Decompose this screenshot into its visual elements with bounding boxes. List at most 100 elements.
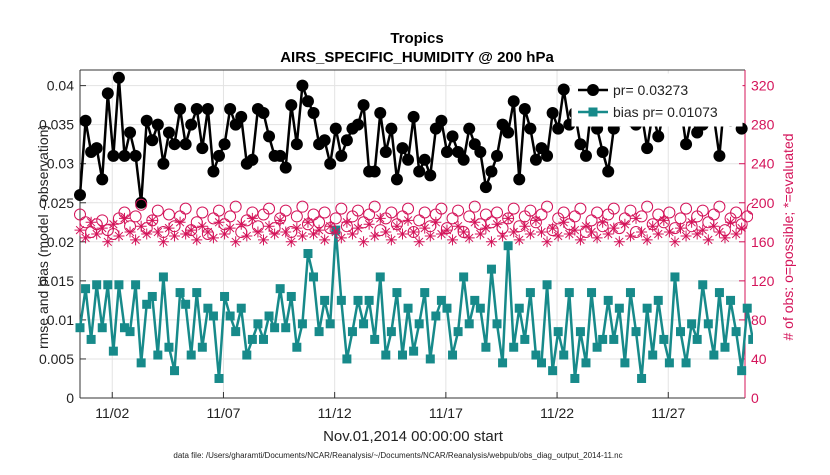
point-possible bbox=[585, 214, 598, 227]
point-bias bbox=[175, 288, 185, 298]
point-rmse bbox=[352, 118, 365, 131]
point-bias bbox=[742, 303, 752, 313]
point-evaluated bbox=[91, 228, 103, 240]
point-bias bbox=[370, 334, 380, 344]
point-evaluated bbox=[447, 234, 459, 246]
point-bias bbox=[86, 334, 96, 344]
point-rmse bbox=[112, 71, 125, 84]
point-evaluated bbox=[513, 234, 525, 246]
point-bias bbox=[181, 299, 191, 309]
point-evaluated bbox=[313, 224, 325, 236]
point-bias bbox=[737, 366, 747, 376]
point-possible bbox=[151, 204, 164, 217]
point-bias bbox=[714, 288, 724, 298]
point-evaluated bbox=[441, 224, 453, 236]
point-evaluated bbox=[485, 236, 497, 248]
point-bias bbox=[142, 299, 152, 309]
point-rmse bbox=[524, 122, 537, 135]
point-bias bbox=[509, 342, 519, 352]
point-rmse bbox=[96, 173, 109, 186]
point-evaluated bbox=[335, 232, 347, 244]
point-evaluated bbox=[291, 222, 303, 234]
point-bias bbox=[309, 272, 319, 282]
point-bias bbox=[486, 264, 496, 274]
point-evaluated bbox=[252, 226, 264, 238]
point-evaluated bbox=[96, 222, 108, 234]
point-possible bbox=[535, 208, 548, 221]
point-bias bbox=[170, 366, 180, 376]
y-tick-label-right: 40 bbox=[751, 351, 767, 367]
point-evaluated bbox=[358, 236, 370, 248]
point-evaluated bbox=[736, 222, 748, 234]
point-bias bbox=[347, 327, 357, 337]
point-rmse bbox=[574, 138, 587, 151]
point-rmse bbox=[246, 153, 259, 166]
point-evaluated bbox=[80, 232, 92, 244]
point-bias bbox=[475, 303, 485, 313]
point-bias bbox=[575, 327, 585, 337]
point-bias bbox=[570, 373, 580, 383]
point-evaluated bbox=[452, 220, 464, 232]
point-rmse bbox=[457, 153, 470, 166]
point-evaluated bbox=[541, 236, 553, 248]
point-evaluated bbox=[141, 228, 153, 240]
point-evaluated bbox=[530, 214, 542, 226]
y-tick-label-right: 200 bbox=[751, 195, 775, 211]
point-evaluated bbox=[458, 226, 470, 238]
series-evaluated bbox=[74, 212, 748, 248]
point-bias bbox=[386, 327, 396, 337]
point-rmse bbox=[201, 103, 214, 116]
point-evaluated bbox=[708, 220, 720, 232]
point-rmse bbox=[168, 138, 181, 151]
point-bias bbox=[353, 295, 363, 305]
point-rmse bbox=[435, 114, 448, 127]
point-rmse bbox=[413, 165, 426, 178]
point-rmse bbox=[190, 103, 203, 116]
point-rmse bbox=[90, 142, 103, 155]
point-bias bbox=[676, 327, 686, 337]
point-rmse bbox=[529, 153, 542, 166]
point-rmse bbox=[135, 196, 148, 209]
point-evaluated bbox=[419, 222, 431, 234]
point-rmse bbox=[424, 169, 437, 182]
point-bias bbox=[542, 280, 552, 290]
point-rmse bbox=[74, 188, 86, 201]
point-bias bbox=[548, 366, 558, 376]
point-rmse bbox=[196, 142, 209, 155]
point-possible bbox=[213, 204, 226, 217]
point-bias bbox=[670, 272, 680, 282]
point-evaluated bbox=[107, 218, 119, 230]
point-bias bbox=[459, 272, 469, 282]
point-evaluated bbox=[135, 220, 147, 232]
point-bias bbox=[531, 350, 541, 360]
point-bias bbox=[247, 334, 257, 344]
point-rmse bbox=[129, 149, 142, 162]
point-bias bbox=[559, 350, 569, 360]
point-evaluated bbox=[413, 236, 425, 248]
point-evaluated bbox=[480, 222, 492, 234]
footer-data-file: data file: /Users/gharamti/Documents/NCA… bbox=[173, 451, 622, 460]
point-rmse bbox=[257, 106, 270, 119]
point-bias bbox=[726, 295, 736, 305]
point-evaluated bbox=[641, 234, 653, 246]
point-bias bbox=[364, 295, 374, 305]
point-bias bbox=[637, 373, 647, 383]
point-rmse bbox=[290, 138, 303, 151]
point-rmse bbox=[79, 114, 92, 127]
point-possible bbox=[696, 204, 709, 217]
point-evaluated bbox=[352, 222, 364, 234]
point-rmse bbox=[402, 153, 415, 166]
point-evaluated bbox=[508, 226, 520, 238]
point-bias bbox=[97, 323, 107, 333]
point-possible bbox=[663, 206, 676, 219]
point-evaluated bbox=[85, 216, 97, 228]
point-bias bbox=[681, 358, 691, 368]
point-bias bbox=[503, 241, 513, 251]
y-axis-label-right: # of obs: o=possible; *=evaluated bbox=[780, 133, 796, 340]
point-evaluated bbox=[713, 226, 725, 238]
point-evaluated bbox=[402, 214, 414, 226]
point-possible bbox=[402, 202, 415, 215]
point-evaluated bbox=[597, 216, 609, 228]
